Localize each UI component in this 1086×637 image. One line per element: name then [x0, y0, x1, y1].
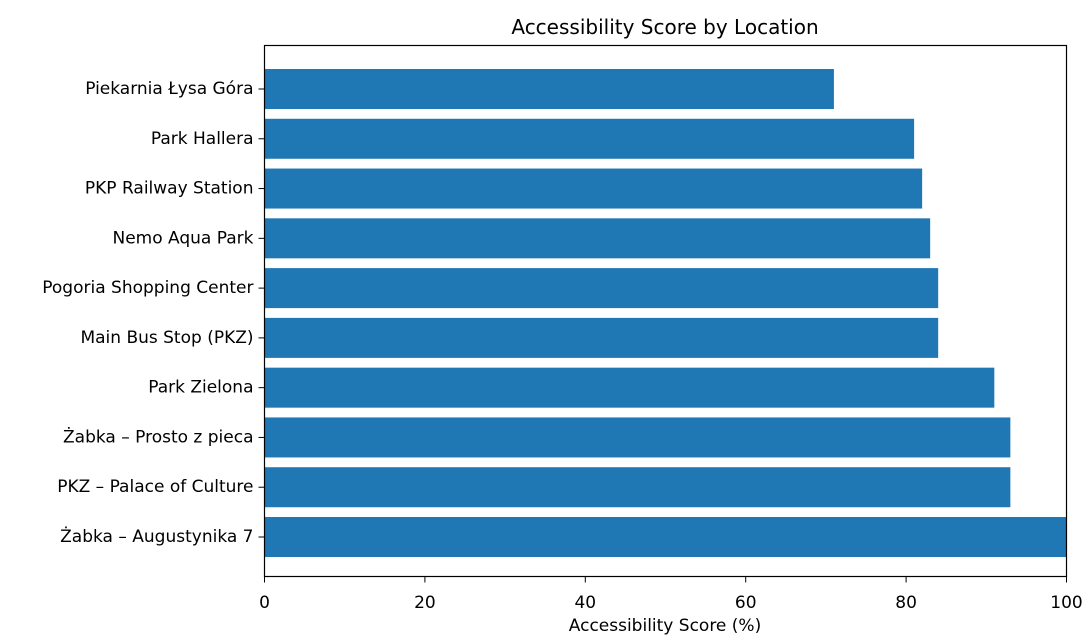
y-tick-label: Main Bus Stop (PKZ)	[80, 328, 253, 348]
bar	[264, 467, 1011, 508]
bar	[264, 367, 995, 408]
y-tick-label: Pogoria Shopping Center	[42, 278, 253, 298]
x-tick-label: 0	[259, 593, 270, 613]
y-tick-label: Piekarnia Łysa Góra	[85, 79, 253, 99]
bar	[264, 268, 939, 309]
bar	[264, 69, 834, 109]
x-tick-label: 60	[735, 593, 757, 613]
y-tick-label: Żabka – Prosto z pieca	[63, 426, 254, 447]
y-tick-label: Park Hallera	[151, 129, 254, 149]
y-tick-label: Nemo Aqua Park	[113, 228, 254, 248]
y-tick-label: Park Zielona	[148, 378, 253, 398]
y-tick-label: PKP Railway Station	[85, 179, 254, 199]
y-tick-label: Żabka – Augustynika 7	[60, 526, 253, 547]
x-tick-label: 80	[895, 593, 917, 613]
bar	[264, 218, 931, 259]
bar	[264, 417, 1011, 458]
x-axis-label: Accessibility Score (%)	[569, 616, 761, 636]
bar	[264, 168, 923, 209]
x-tick-label: 20	[414, 593, 436, 613]
y-axis-ticks: Piekarnia Łysa Góra Park Hallera PKP Railw…	[42, 79, 265, 547]
x-tick-label: 100	[1050, 593, 1082, 613]
x-axis-ticks: 0 20 40 60 80 100	[259, 576, 1083, 613]
bar	[264, 118, 915, 159]
bar	[264, 517, 1067, 557]
chart-title: Accessibility Score by Location	[511, 15, 818, 39]
x-tick-label: 40	[574, 593, 596, 613]
plot-frame	[263, 44, 1068, 578]
bars-group	[264, 69, 1067, 557]
bar	[264, 317, 939, 358]
y-tick-label: PKZ – Palace of Culture	[57, 477, 253, 497]
